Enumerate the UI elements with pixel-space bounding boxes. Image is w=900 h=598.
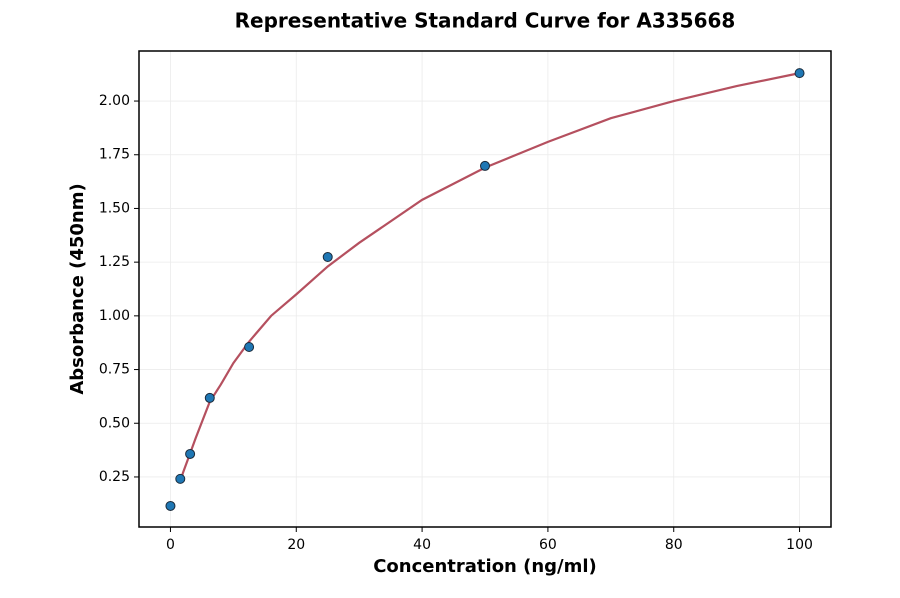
data-point (794, 68, 805, 79)
y-tick-label: 1.50 (99, 200, 130, 216)
y-tick-label: 2.00 (99, 93, 130, 109)
x-tick-label: 40 (413, 537, 431, 553)
x-tick-label: 80 (665, 537, 683, 553)
x-tick-label: 20 (287, 537, 305, 553)
x-tick-label: 100 (786, 537, 813, 553)
data-point (165, 500, 176, 511)
y-tick-label: 0.50 (99, 415, 130, 431)
y-tick-label: 1.00 (99, 308, 130, 324)
chart-title: Representative Standard Curve for A33566… (235, 9, 736, 33)
y-tick-label: 1.75 (99, 147, 130, 163)
data-point (185, 448, 196, 459)
plot-frame (138, 50, 832, 528)
x-axis-label: Concentration (ng/ml) (373, 556, 597, 577)
data-point (204, 392, 215, 403)
y-tick-label: 0.75 (99, 362, 130, 378)
x-tick-label: 60 (539, 537, 557, 553)
y-tick-label: 0.25 (99, 469, 130, 485)
data-point (322, 251, 333, 262)
data-point (244, 341, 255, 352)
y-tick-label: 1.25 (99, 254, 130, 270)
data-point (175, 473, 186, 484)
x-tick-label: 0 (166, 537, 175, 553)
data-point (480, 160, 490, 171)
fit-curve (179, 72, 800, 482)
y-axis-label: Absorbance (450nm) (67, 183, 88, 394)
